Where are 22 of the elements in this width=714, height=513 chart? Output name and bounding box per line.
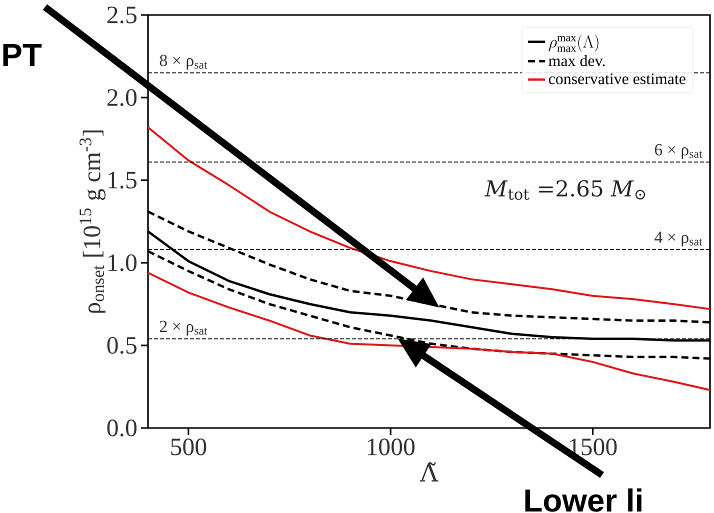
x-tick-label: 1500	[570, 438, 617, 456]
y-axis-title: ρ$_{onset}$ [10$^{15}$ g cm$^{-3}$]	[80, 130, 106, 313]
text: PT	[3, 44, 42, 66]
legend-label: max dev.	[548, 54, 605, 66]
y-tick-label: 1.5	[108, 172, 137, 189]
y-tick-label: 0.5	[107, 336, 137, 354]
y-tick-label: 2.5	[107, 6, 137, 24]
ref-line-label: 6 × ρ$_{sat}$	[654, 144, 702, 159]
y-tick-label: 0.0	[107, 420, 137, 436]
y-tick-label: 2.0	[107, 89, 137, 106]
ref-line-label: 4 × ρ$_{sat}$	[654, 232, 702, 246]
x-axis-title: Λ̃	[420, 462, 438, 482]
ref-line-label: 8 × ρ$_{sat}$	[160, 54, 208, 70]
annotation: M$_{tot}$ =2.65 M$_{⊙}$	[484, 180, 646, 200]
text: Lower li	[525, 488, 642, 512]
x-tick-label: 1000	[368, 438, 415, 456]
line-series	[147, 126, 712, 310]
legend-label: conservative estimate	[548, 74, 686, 84]
x-tick-label: 500	[171, 438, 206, 456]
y-tick-label: 1.0	[108, 254, 137, 272]
legend-label: $\rho^{\rm max}_{\rm max}(\Lambda)$	[548, 34, 598, 52]
ref-line-label: 2 × ρ$_{sat}$	[160, 320, 208, 336]
